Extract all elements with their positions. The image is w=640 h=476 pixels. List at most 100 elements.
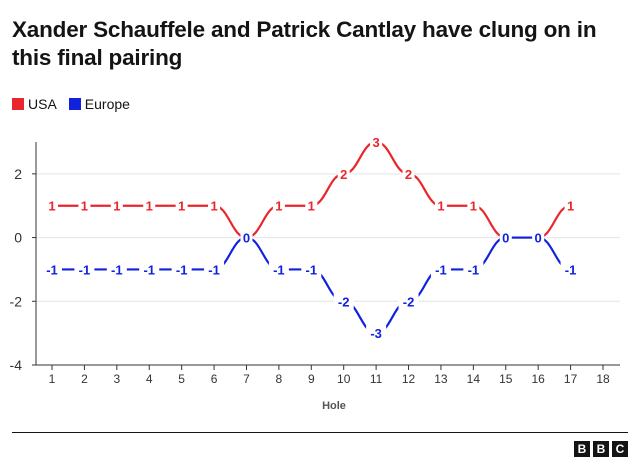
data-label-bg-usa [305,197,318,214]
x-tick-label: 1 [49,372,56,386]
data-label-europe: -1 [176,262,188,277]
x-tick-label: 14 [467,372,481,386]
data-label-bg-europe [74,261,95,278]
data-label-bg-europe [333,293,354,310]
y-tick-label: -2 [10,293,23,309]
data-label-bg-usa [370,134,383,150]
legend-item-europe: Europe [68,96,130,112]
data-label-bg-usa [564,197,577,214]
data-label-bg-europe [204,261,225,278]
series-line-usa [52,140,571,239]
data-label-europe: -3 [370,326,382,341]
x-tick-label: 9 [308,372,315,386]
data-label-usa: 3 [373,135,380,150]
data-label-europe: -1 [79,262,91,277]
data-label-bg-europe [171,261,192,278]
legend-label-usa: USA [28,96,57,112]
x-tick-label: 2 [81,372,88,386]
data-label-europe: -1 [435,262,447,277]
data-label-bg-usa [175,197,188,214]
chart-title: Xander Schauffele and Patrick Cantlay ha… [12,17,597,70]
y-tick-label: 0 [14,230,22,246]
data-label-europe: -1 [273,262,285,277]
bbc-logo-letter-1: B [574,441,590,457]
data-label-europe: 0 [243,231,250,246]
data-label-bg-europe [366,325,387,342]
data-label-europe: -1 [208,262,220,277]
x-tick-label: 16 [531,372,545,386]
data-label-europe: -1 [468,262,480,277]
x-tick-label: 10 [337,372,351,386]
x-tick-label: 8 [276,372,283,386]
data-label-bg-europe [301,261,322,278]
x-tick-label: 4 [146,372,153,386]
data-label-europe: -1 [111,262,123,277]
data-label-europe: -1 [565,262,577,277]
x-tick-label: 12 [402,372,416,386]
data-label-usa: 2 [405,167,412,182]
x-tick-label: 13 [434,372,448,386]
x-tick-label: 3 [113,372,120,386]
data-label-bg-usa [208,197,221,214]
bbc-logo: B B C [571,441,628,457]
data-label-usa: 1 [470,199,477,214]
data-label-usa: 2 [340,167,347,182]
data-label-usa: 1 [178,199,185,214]
x-tick-label: 5 [178,372,185,386]
data-label-bg-usa [78,197,91,214]
data-label-bg-usa [337,165,350,182]
data-label-bg-europe [463,261,484,278]
bbc-logo-letter-3: C [612,441,628,457]
data-label-bg-usa [272,197,285,214]
series-line-europe [51,236,571,335]
data-label-europe: -2 [338,294,350,309]
y-tick-label: -4 [10,357,23,373]
y-tick-label: 2 [14,166,22,182]
data-label-bg-europe [560,261,581,278]
data-label-bg-usa [143,197,156,214]
data-label-bg-europe [499,229,512,246]
data-label-europe: 0 [502,231,509,246]
footer-rule [12,432,628,433]
data-label-usa: 1 [113,199,120,214]
x-tick-label: 11 [370,372,383,386]
legend-swatch-europe [68,98,81,110]
x-tick-label: 7 [243,372,250,386]
data-label-usa: 1 [81,199,88,214]
data-label-bg-usa [46,197,58,214]
x-tick-label: 15 [499,372,513,386]
x-tick-label: 18 [596,372,610,386]
data-label-bg-europe [240,229,253,246]
data-label-bg-usa [434,197,447,214]
data-label-usa: 1 [48,199,55,214]
data-label-usa: 1 [146,199,153,214]
data-label-europe: -2 [403,294,415,309]
data-label-usa: 1 [210,199,217,214]
x-tick-label: 6 [211,372,218,386]
data-label-europe: -1 [46,262,58,277]
data-label-bg-usa [467,197,480,214]
data-label-usa: 1 [275,199,282,214]
data-label-usa: 1 [308,199,315,214]
legend: USA Europe [12,96,142,112]
legend-label-europe: Europe [84,96,130,112]
data-label-bg-europe [42,261,62,278]
data-label-europe: -1 [306,262,318,277]
data-label-bg-europe [532,229,545,246]
bbc-logo-letter-2: B [593,441,609,457]
legend-swatch-usa [12,98,24,110]
data-label-bg-europe [139,261,160,278]
data-label-bg-europe [430,261,451,278]
data-label-europe: -1 [143,262,155,277]
x-tick-label: 17 [564,372,578,386]
data-label-bg-usa [402,165,415,182]
data-label-bg-europe [398,293,419,310]
data-label-bg-europe [268,261,289,278]
data-label-usa: 1 [567,199,574,214]
x-axis-title: Hole [322,400,346,412]
data-label-bg-usa [110,197,123,214]
data-label-europe: 0 [535,231,542,246]
legend-item-usa: USA [12,96,57,112]
data-label-bg-europe [106,261,127,278]
